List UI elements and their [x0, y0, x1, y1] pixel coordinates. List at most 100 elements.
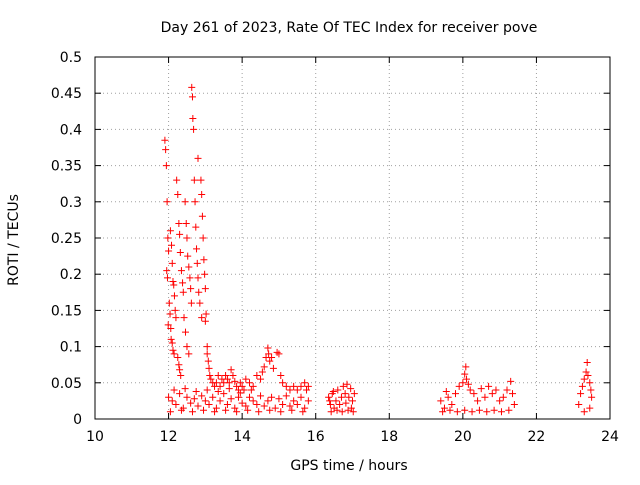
- data-point: [162, 162, 170, 170]
- data-point: [437, 397, 445, 405]
- data-point: [190, 125, 198, 133]
- data-point: [290, 382, 298, 390]
- data-point: [180, 314, 188, 322]
- data-point: [253, 401, 261, 409]
- data-point: [222, 406, 230, 414]
- data-point: [461, 370, 469, 378]
- data-point: [190, 395, 198, 403]
- data-point: [275, 395, 283, 403]
- data-point: [497, 408, 505, 416]
- y-axis-label: ROTI / TECUs: [6, 194, 22, 286]
- data-point: [505, 406, 513, 414]
- data-point: [265, 350, 273, 358]
- x-axis-label: GPS time / hours: [290, 458, 407, 474]
- y-tick-label: 0.3: [60, 195, 82, 211]
- data-point: [166, 408, 174, 416]
- data-point: [440, 404, 448, 412]
- x-tick-label: 10: [86, 429, 104, 445]
- data-point: [171, 306, 179, 314]
- data-point: [444, 393, 452, 401]
- data-point: [185, 350, 193, 358]
- data-point: [181, 328, 189, 336]
- data-point: [164, 321, 172, 329]
- data-point: [446, 406, 454, 414]
- data-point: [453, 408, 461, 416]
- data-point: [343, 380, 351, 388]
- data-point: [299, 408, 307, 416]
- x-tick-label: 18: [380, 429, 398, 445]
- data-point: [301, 404, 309, 412]
- data-point: [279, 401, 287, 409]
- data-point: [194, 154, 202, 162]
- x-tick-label: 12: [160, 429, 178, 445]
- data-point: [464, 380, 472, 388]
- data-point: [163, 267, 171, 275]
- data-point: [461, 406, 469, 414]
- data-point: [260, 402, 268, 410]
- data-point: [452, 390, 459, 398]
- data-point: [170, 386, 178, 394]
- data-point: [231, 377, 239, 385]
- data-point: [238, 399, 246, 407]
- data-point: [507, 377, 515, 385]
- data-point: [463, 375, 471, 383]
- data-point: [269, 364, 277, 372]
- data-point: [588, 393, 596, 401]
- data-point: [264, 344, 272, 352]
- axis-ticks: 10 12 14 16 18 20 22 24 0 0.05 0.1 0.15 0.2 0.25 0.3 0.…: [51, 50, 619, 445]
- data-point: [165, 247, 173, 255]
- data-point: [509, 390, 517, 398]
- data-point: [161, 136, 169, 144]
- data-point: [282, 392, 290, 400]
- data-point: [510, 401, 518, 409]
- data-point: [293, 386, 301, 394]
- data-point: [201, 317, 209, 325]
- data-point: [168, 339, 176, 347]
- x-tick-label: 14: [233, 429, 251, 445]
- data-point: [347, 385, 355, 393]
- data-point: [227, 366, 235, 374]
- data-point: [338, 408, 346, 416]
- data-point: [206, 372, 214, 380]
- data-point: [195, 288, 203, 296]
- data-point: [304, 382, 312, 390]
- data-point: [268, 353, 276, 361]
- data-point: [462, 363, 470, 371]
- data-point: [349, 397, 356, 405]
- data-point: [249, 382, 257, 390]
- data-point: [253, 372, 261, 380]
- y-tick-label: 0.25: [51, 231, 82, 247]
- data-point: [260, 363, 268, 371]
- data-point: [168, 259, 176, 267]
- data-point: [499, 393, 507, 401]
- data-point: [193, 245, 201, 253]
- data-point: [332, 397, 340, 405]
- data-point: [173, 176, 181, 184]
- y-tick-label: 0.45: [51, 86, 82, 102]
- data-point: [304, 397, 312, 405]
- data-point: [194, 274, 202, 282]
- data-point: [170, 281, 178, 289]
- data-point: [329, 387, 337, 395]
- data-point: [286, 386, 294, 394]
- data-point: [198, 212, 206, 220]
- data-point: [293, 401, 301, 409]
- data-point: [172, 314, 180, 322]
- data-point: [177, 372, 185, 380]
- data-point: [439, 408, 447, 416]
- data-point: [236, 389, 244, 397]
- data-point: [339, 382, 347, 390]
- data-point: [207, 375, 215, 383]
- data-point: [212, 404, 220, 412]
- data-point: [266, 406, 274, 414]
- data-point: [201, 270, 209, 278]
- data-point: [580, 375, 588, 383]
- data-point: [166, 310, 174, 318]
- x-tick-label: 20: [454, 429, 472, 445]
- y-tick-label: 0: [73, 412, 82, 428]
- data-point: [466, 386, 474, 394]
- data-point: [187, 299, 195, 307]
- data-point: [246, 379, 253, 387]
- data-point: [214, 372, 222, 380]
